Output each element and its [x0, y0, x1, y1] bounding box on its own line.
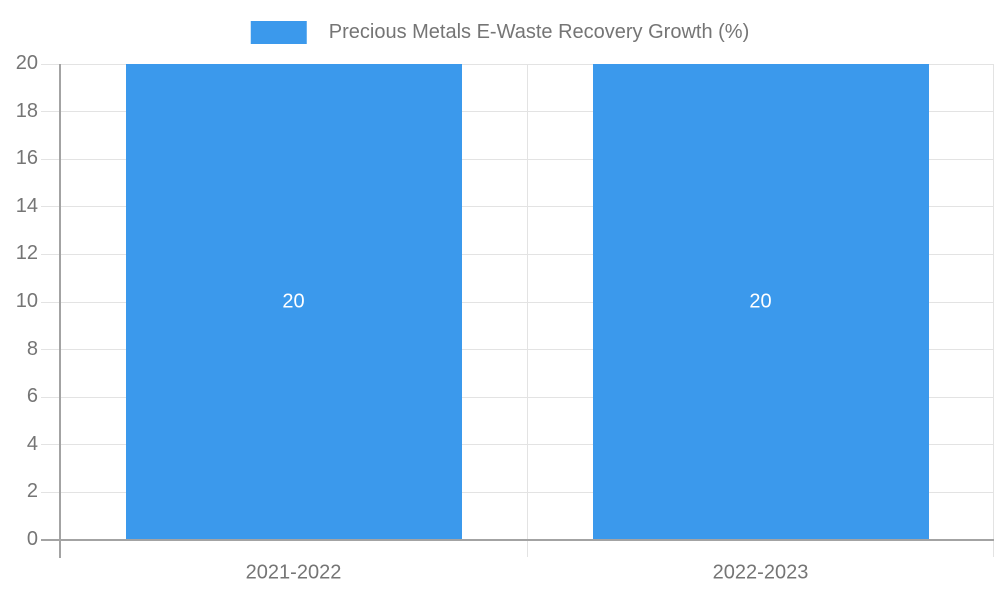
bar-value-label: 20	[749, 290, 772, 313]
chart-legend: Precious Metals E-Waste Recovery Growth …	[250, 21, 750, 44]
y-gridline	[41, 444, 994, 446]
y-gridline	[41, 491, 994, 493]
x-axis-category-label: 2021-2022	[245, 561, 342, 584]
y-axis-tick-label: 6	[26, 385, 38, 408]
y-axis-tick-label: 8	[26, 337, 38, 360]
y-gridline	[41, 63, 994, 65]
y-axis-tick-label: 20	[15, 52, 38, 75]
y-axis-tick-label: 4	[26, 432, 38, 455]
y-gridline	[41, 111, 994, 113]
y-gridline	[41, 396, 994, 398]
legend-label: Precious Metals E-Waste Recovery Growth …	[328, 21, 750, 43]
y-axis-tick-label: 2	[26, 480, 38, 503]
category-divider-line	[526, 64, 528, 557]
y-axis-tick-label: 18	[15, 99, 38, 122]
y-axis-line	[59, 64, 61, 558]
category-divider-line	[993, 64, 994, 557]
bar[interactable]	[125, 64, 462, 540]
y-axis-tick-label: 10	[15, 290, 38, 313]
y-gridline	[41, 301, 994, 303]
y-gridline	[41, 349, 994, 351]
y-gridline	[41, 253, 994, 255]
bar[interactable]	[592, 64, 929, 540]
legend-swatch	[250, 21, 307, 44]
y-axis-tick-label: 0	[26, 528, 38, 551]
y-axis-tick-label: 14	[15, 194, 38, 217]
y-axis-tick-label: 12	[15, 242, 38, 265]
y-gridline	[41, 158, 994, 160]
y-axis-tick-label: 16	[15, 147, 38, 170]
bar-value-label: 20	[282, 290, 305, 313]
x-axis-category-label: 2022-2023	[712, 561, 809, 584]
x-axis-line	[41, 539, 994, 541]
y-gridline	[41, 206, 994, 208]
